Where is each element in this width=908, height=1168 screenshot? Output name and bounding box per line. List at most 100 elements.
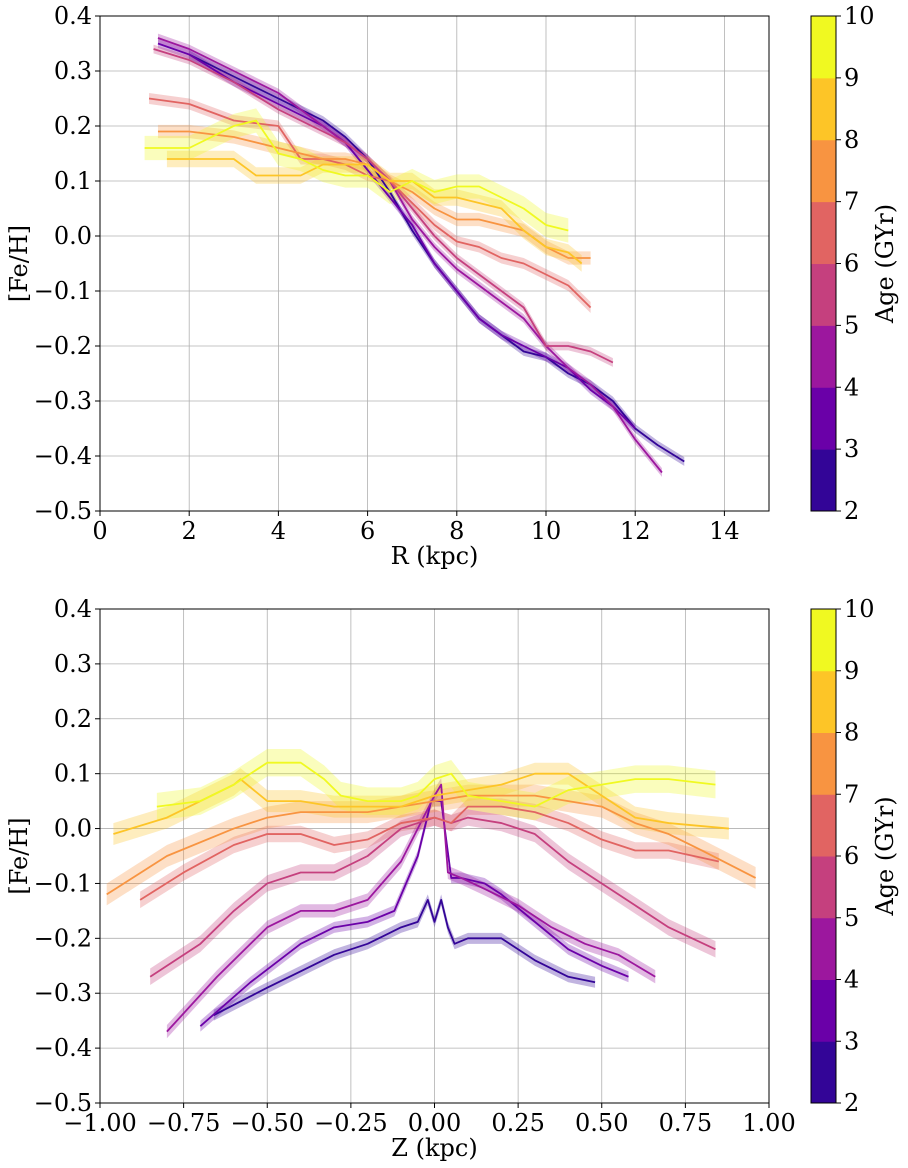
colorbar-tick-label: 5	[844, 904, 859, 932]
colorbar-segment	[811, 16, 836, 79]
x-tick-label: 10	[531, 517, 562, 545]
y-tick-label: 0.4	[54, 2, 92, 30]
colorbar-tick-label: 5	[844, 311, 859, 339]
series-line	[139, 805, 720, 901]
colorbar-segment	[811, 670, 836, 733]
colorbar-tick-label: 2	[844, 497, 859, 525]
y-tick-label: 0.3	[54, 57, 92, 85]
series-line	[153, 48, 614, 364]
colorbar-segment	[811, 1041, 836, 1104]
x-tick-label: 2	[182, 517, 197, 545]
colorbar-segment	[811, 449, 836, 512]
series-group	[106, 748, 757, 1039]
colorbar-segment	[811, 794, 836, 857]
colorbar-segment	[811, 917, 836, 980]
colorbar-tick-label: 8	[844, 719, 859, 747]
x-tick-label: 12	[620, 517, 651, 545]
series-band	[166, 150, 582, 272]
series-band	[106, 784, 756, 906]
series-line	[166, 158, 583, 265]
colorbar-label: Age (GYr)	[871, 796, 899, 916]
y-axis-label: [Fe/H]	[5, 817, 33, 894]
colorbar-segment	[811, 263, 836, 326]
colorbar-tick-label: 8	[844, 126, 859, 154]
x-tick-label: 4	[271, 517, 286, 545]
colorbar: 2 3 4 5 6 7 8 9 10 Age (GYr)	[810, 595, 899, 1117]
series-line	[157, 37, 663, 474]
y-tick-label: −0.4	[34, 442, 92, 470]
panel-z-profile: −1.00 −0.75 −0.50 −0.25 0.00 0.25 0.50 0.75 1.00…	[5, 595, 899, 1162]
x-tick-label: 0.25	[491, 1109, 544, 1137]
colorbar-segment	[811, 732, 836, 795]
x-axis: 0 2 4 6 8 10 12 14 R (kpc)	[92, 511, 740, 570]
x-tick-label: −0.25	[314, 1109, 388, 1137]
colorbar-tick-label: 4	[844, 373, 859, 401]
y-tick-label: 0.3	[54, 650, 92, 678]
series-line	[148, 97, 592, 309]
series-band	[153, 44, 613, 367]
y-axis: −0.5 −0.4 −0.3 −0.2 −0.1 0.0 0.1 0.2 0.3 0.4 [Fe/H…	[5, 595, 100, 1117]
x-tick-label: 6	[360, 517, 375, 545]
y-tick-label: −0.5	[34, 1089, 92, 1117]
axes-frame	[99, 15, 770, 512]
series-line	[213, 899, 596, 1016]
y-axis: −0.5 −0.4 −0.3 −0.2 −0.1 0.0 0.1 0.2 0.3 0.4 [Fe/H…	[5, 2, 100, 525]
x-tick-label: 14	[709, 517, 740, 545]
colorbar-segment	[811, 201, 836, 265]
x-tick-label: −0.50	[230, 1109, 304, 1137]
y-tick-label: −0.2	[34, 924, 92, 952]
colorbar-tick-label: 9	[844, 64, 859, 92]
y-tick-label: 0.1	[54, 167, 92, 195]
series-band	[189, 50, 685, 466]
series-line	[199, 800, 629, 1027]
y-tick-label: −0.3	[34, 387, 92, 415]
colorbar-tick-label: 3	[844, 435, 859, 463]
x-tick-label: 8	[449, 517, 464, 545]
y-tick-label: −0.4	[34, 1034, 92, 1062]
y-axis-label: [Fe/H]	[5, 225, 33, 302]
y-tick-label: 0.0	[54, 815, 92, 843]
colorbar-segment	[811, 856, 836, 919]
colorbar-label: Age (GYr)	[871, 204, 899, 324]
series-band	[157, 124, 591, 265]
colorbar-tick-label: 4	[844, 966, 859, 994]
y-tick-label: 0.2	[54, 112, 92, 140]
x-tick-label: −0.75	[147, 1109, 221, 1137]
y-tick-label: −0.1	[34, 869, 92, 897]
series-line	[144, 119, 569, 232]
y-tick-label: −0.1	[34, 277, 92, 305]
colorbar-tick-label: 3	[844, 1027, 859, 1055]
series-line	[156, 761, 716, 808]
y-tick-label: −0.2	[34, 332, 92, 360]
colorbar-tick-label: 10	[844, 595, 875, 623]
colorbar-tick-label: 6	[844, 842, 859, 870]
x-tick-label: 0.50	[575, 1109, 628, 1137]
series-group	[144, 33, 685, 477]
colorbar-segment	[811, 609, 836, 672]
series-line	[166, 783, 656, 1033]
y-tick-label: 0.2	[54, 705, 92, 733]
y-tick-label: 0.0	[54, 222, 92, 250]
panel-r-profile: 0 2 4 6 8 10 12 14 R (kpc) −0.5 −0.4 −0.3 −0.2 −0.1 0.…	[5, 2, 899, 570]
colorbar-tick-label: 2	[844, 1089, 859, 1117]
colorbar-segment	[811, 325, 836, 388]
colorbar-segment	[811, 979, 836, 1042]
colorbar: 2 3 4 5 6 7 8 9 10 Age (GYr)	[810, 2, 899, 525]
y-tick-label: 0.1	[54, 760, 92, 788]
colorbar-segment	[811, 77, 836, 141]
x-axis-label: R (kpc)	[391, 542, 479, 570]
y-tick-label: 0.4	[54, 595, 92, 623]
y-tick-label: −0.3	[34, 979, 92, 1007]
colorbar-tick-label: 7	[844, 188, 859, 216]
y-tick-label: −0.5	[34, 497, 92, 525]
x-tick-label: 0.75	[659, 1109, 712, 1137]
x-axis-label: Z (kpc)	[391, 1134, 477, 1162]
colorbar-tick-label: 9	[844, 657, 859, 685]
colorbar-tick-label: 10	[844, 2, 875, 30]
x-axis: −1.00 −0.75 −0.50 −0.25 0.00 0.25 0.50 0.75 1.00…	[63, 1103, 796, 1162]
x-tick-label: −1.00	[63, 1109, 137, 1137]
colorbar-segment	[811, 139, 836, 203]
series-line	[106, 794, 757, 896]
x-tick-label: 0	[92, 517, 107, 545]
